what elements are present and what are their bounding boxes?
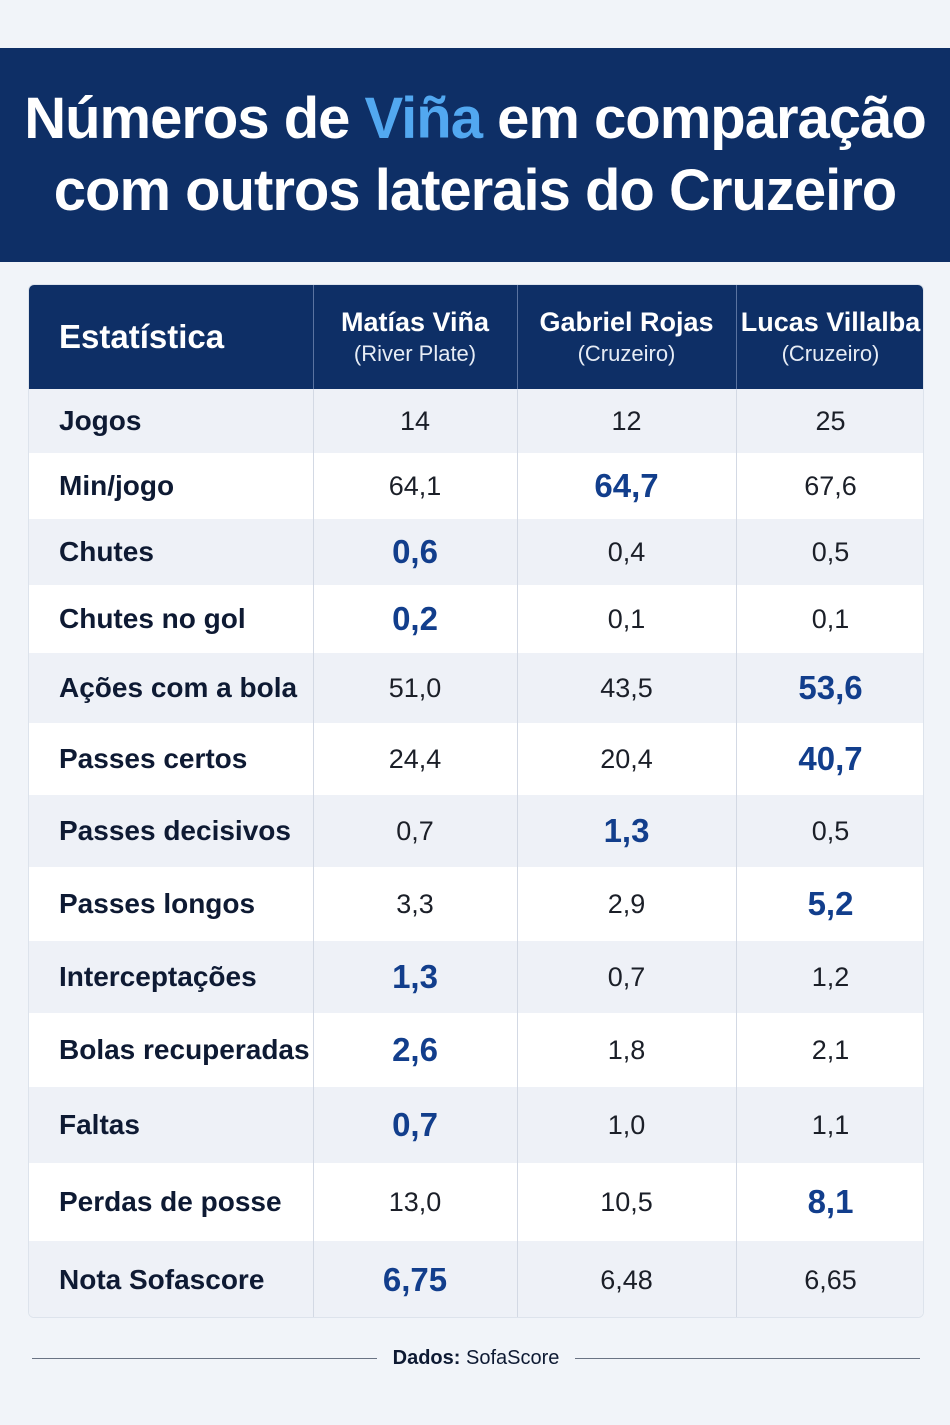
table-row: Nota Sofascore 6,75 6,48 6,65: [29, 1241, 923, 1317]
header-player-1: Matías Viña (River Plate): [313, 285, 517, 389]
column-divider: [736, 389, 737, 1317]
row-label: Chutes no gol: [59, 603, 246, 634]
value-cell: 43,5: [600, 672, 653, 703]
player-1-club: (River Plate): [353, 341, 477, 366]
footer-source: Dados: SofaScore: [377, 1347, 576, 1370]
value-cell: 6,48: [600, 1264, 653, 1295]
best-value-cell: 6,75: [382, 1261, 448, 1298]
best-value-cell: 40,7: [798, 740, 863, 777]
footer-rule-right: [575, 1357, 920, 1359]
row-label: Passes decisivos: [59, 815, 291, 846]
value-cell: 0,7: [607, 961, 646, 992]
column-divider: [313, 389, 314, 1317]
value-cell: 20,4: [600, 743, 653, 774]
value-cell: 67,6: [804, 470, 857, 501]
value-cell: 14: [399, 405, 431, 436]
header-stat-label: Estatística: [59, 318, 225, 355]
table-row: Jogos 14 12 25: [29, 389, 923, 453]
value-cell: 6,65: [804, 1264, 857, 1295]
table-row: Interceptações 1,3 0,7 1,2: [29, 941, 923, 1013]
best-value-cell: 0,7: [392, 1106, 438, 1143]
best-value-cell: 1,3: [603, 812, 650, 849]
table-row: Passes certos 24,4 20,4 40,7: [29, 723, 923, 795]
footer-source-name: SofaScore: [460, 1346, 560, 1369]
row-label: Jogos: [59, 405, 142, 436]
best-value-cell: 64,7: [594, 467, 659, 504]
value-cell: 2,9: [607, 888, 646, 919]
column-divider: [517, 389, 518, 1317]
title-line-2: com outros laterais do Cruzeiro: [53, 158, 897, 223]
title-text-end: em comparação: [481, 86, 927, 151]
value-cell: 1,1: [811, 1109, 850, 1140]
table-row: Passes decisivos 0,7 1,3 0,5: [29, 795, 923, 867]
table-row: Chutes no gol 0,2 0,1 0,1: [29, 585, 923, 653]
value-cell: 3,3: [396, 888, 434, 919]
value-cell: 1,8: [607, 1034, 646, 1065]
player-2-club: (Cruzeiro): [577, 341, 676, 366]
row-label: Bolas recuperadas: [59, 1034, 310, 1065]
value-cell: 12: [611, 405, 642, 436]
header-stat-column: Estatística: [29, 285, 313, 389]
row-label: Nota Sofascore: [59, 1264, 265, 1295]
row-label: Passes certos: [59, 743, 248, 774]
value-cell: 64,1: [388, 470, 442, 501]
value-cell: 0,5: [811, 815, 850, 846]
row-label: Faltas: [59, 1109, 140, 1140]
best-value-cell: 0,2: [392, 600, 438, 637]
player-3-club: (Cruzeiro): [781, 341, 880, 366]
player-2-name: Gabriel Rojas: [539, 307, 714, 337]
value-cell: 0,1: [811, 603, 850, 634]
header-divider: [313, 285, 314, 389]
table-row: Perdas de posse 13,0 10,5 8,1: [29, 1163, 923, 1241]
table-header: Estatística Matías Viña (River Plate) Ga…: [29, 285, 923, 389]
value-cell: 25: [815, 405, 846, 436]
player-1-name: Matías Viña: [340, 307, 490, 337]
value-cell: 0,4: [607, 536, 646, 567]
value-cell: 0,5: [811, 536, 850, 567]
value-cell: 0,7: [396, 815, 434, 846]
best-value-cell: 5,2: [807, 885, 854, 922]
stats-table: Estatística Matías Viña (River Plate) Ga…: [28, 284, 924, 1318]
value-cell: 2,1: [811, 1034, 850, 1065]
footer-label: Dados:: [392, 1346, 461, 1369]
row-label: Perdas de posse: [59, 1186, 282, 1217]
table-row: Passes longos 3,3 2,9 5,2: [29, 867, 923, 941]
row-label: Ações com a bola: [59, 672, 298, 703]
title-line-1: Números de Viña em comparação: [24, 83, 927, 155]
value-cell: 10,5: [600, 1186, 653, 1217]
best-value-cell: 2,6: [392, 1031, 438, 1068]
source-footer: Dados: SofaScore: [32, 1340, 920, 1376]
row-label: Passes longos: [59, 888, 256, 919]
value-cell: 51,0: [388, 672, 442, 703]
best-value-cell: 53,6: [798, 669, 863, 706]
value-cell: 1,0: [607, 1109, 646, 1140]
table-row: Bolas recuperadas 2,6 1,8 2,1: [29, 1013, 923, 1087]
table-row: Ações com a bola 51,0 43,5 53,6: [29, 653, 923, 723]
best-value-cell: 8,1: [807, 1183, 854, 1220]
title-highlight-name: Viña: [364, 86, 483, 151]
header-divider: [517, 285, 518, 389]
player-3-name: Lucas Villalba: [740, 307, 921, 337]
table-row: Chutes 0,6 0,4 0,5: [29, 519, 923, 585]
title-text-start: Números de: [24, 86, 365, 151]
table-row: Faltas 0,7 1,0 1,1: [29, 1087, 923, 1163]
header-player-2: Gabriel Rojas (Cruzeiro): [517, 285, 736, 389]
row-label: Chutes: [59, 536, 154, 567]
value-cell: 24,4: [388, 743, 442, 774]
row-label: Interceptações: [59, 961, 257, 992]
value-cell: 13,0: [388, 1186, 442, 1217]
row-label: Min/jogo: [59, 470, 175, 501]
header-divider: [736, 285, 737, 389]
best-value-cell: 1,3: [392, 958, 438, 995]
value-cell: 1,2: [811, 961, 850, 992]
table-row: Min/jogo 64,1 64,7 67,6: [29, 453, 923, 519]
footer-rule-left: [32, 1357, 377, 1359]
value-cell: 0,1: [607, 603, 646, 634]
header-player-3: Lucas Villalba (Cruzeiro): [736, 285, 923, 389]
best-value-cell: 0,6: [392, 533, 438, 570]
title-banner: Números de Viña em comparação com outros…: [0, 48, 950, 262]
